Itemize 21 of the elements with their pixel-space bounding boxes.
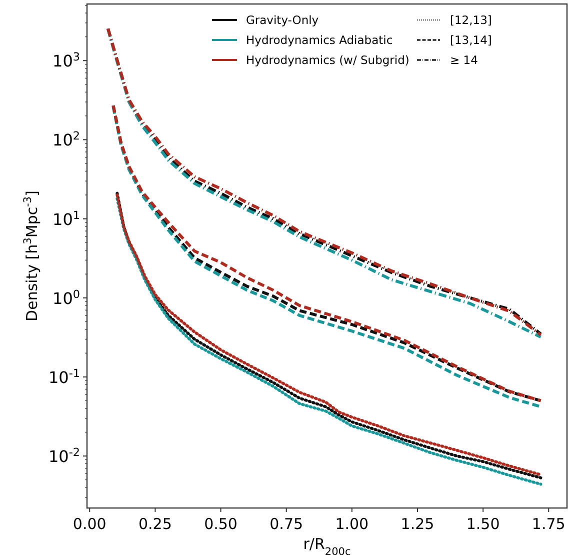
x-tick-label: 1.50 (466, 515, 500, 533)
y-tick-label: 10$^{3}$ (52, 50, 80, 71)
x-tick-label: 0.25 (138, 515, 172, 533)
legend-label: Hydrodynamics Adiabatic (246, 33, 393, 47)
annotation: [12,13] (450, 13, 492, 27)
y-tick-label: 10$^{1}$ (52, 208, 80, 229)
x-tick-label: 1.75 (532, 515, 566, 533)
legend-label: Gravity-Only (246, 13, 319, 27)
x-tick-label: 0.75 (270, 515, 304, 533)
x-axis-title: r/R$_{200c}$ (303, 535, 351, 555)
x-tick-label: 1.25 (400, 515, 434, 533)
y-tick-label: 10$^{0}$ (52, 287, 80, 308)
annotation: ≥ 14 (450, 53, 478, 67)
y-tick-label: 10$^{-1}$ (48, 366, 80, 387)
legend-label: Hydrodynamics (w/ Subgrid) (246, 53, 410, 67)
y-tick-label: 10$^{-2}$ (48, 446, 80, 466)
x-tick-label: 0.00 (72, 515, 106, 533)
x-tick-label: 1.00 (335, 515, 369, 533)
x-tick-label: 0.50 (204, 515, 238, 533)
y-tick-label: 10$^{2}$ (52, 129, 80, 150)
annotation: [13,14] (450, 33, 492, 47)
